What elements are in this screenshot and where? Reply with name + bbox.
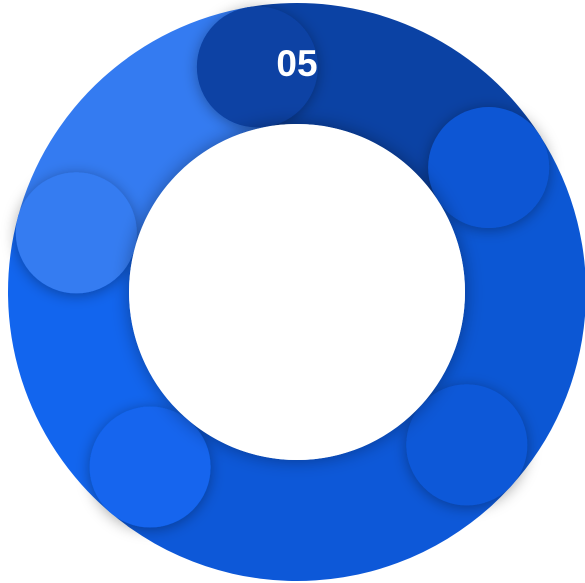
ring-segment-cap-seg-05	[196, 6, 318, 128]
ring-segment-cap-seg-blue-right	[428, 107, 550, 229]
ring-segment-cap-seg-blue-bottom	[406, 384, 528, 506]
segment-label-seg-05: 05	[276, 43, 317, 84]
ring-segment-cap-seg-blue-left	[89, 406, 211, 528]
ring-segment-caps	[15, 6, 550, 528]
center-hole	[129, 124, 465, 460]
ring-labels: 05	[276, 43, 317, 84]
ring-segment-cap-seg-light-upper-left	[15, 172, 137, 294]
